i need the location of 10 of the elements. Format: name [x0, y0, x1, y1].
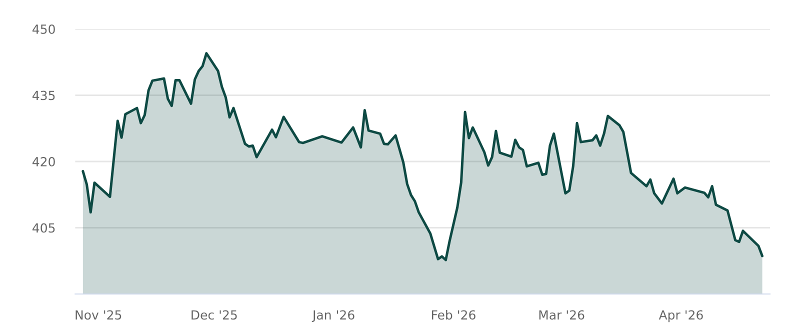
- x-tick-label: Mar '26: [539, 310, 584, 320]
- y-tick-label: 435: [32, 90, 55, 100]
- x-tick-label: Feb '26: [432, 310, 476, 320]
- x-tick-label: Apr '26: [658, 310, 703, 322]
- x-tick-label: Nov '25: [76, 310, 122, 320]
- y-tick-label: 405: [32, 223, 55, 233]
- x-tick-label: Dec '25: [192, 310, 237, 320]
- x-tick-label: Jan '26: [312, 310, 354, 322]
- y-tick-label: 420: [32, 156, 55, 166]
- y-tick-label: 450: [32, 24, 55, 34]
